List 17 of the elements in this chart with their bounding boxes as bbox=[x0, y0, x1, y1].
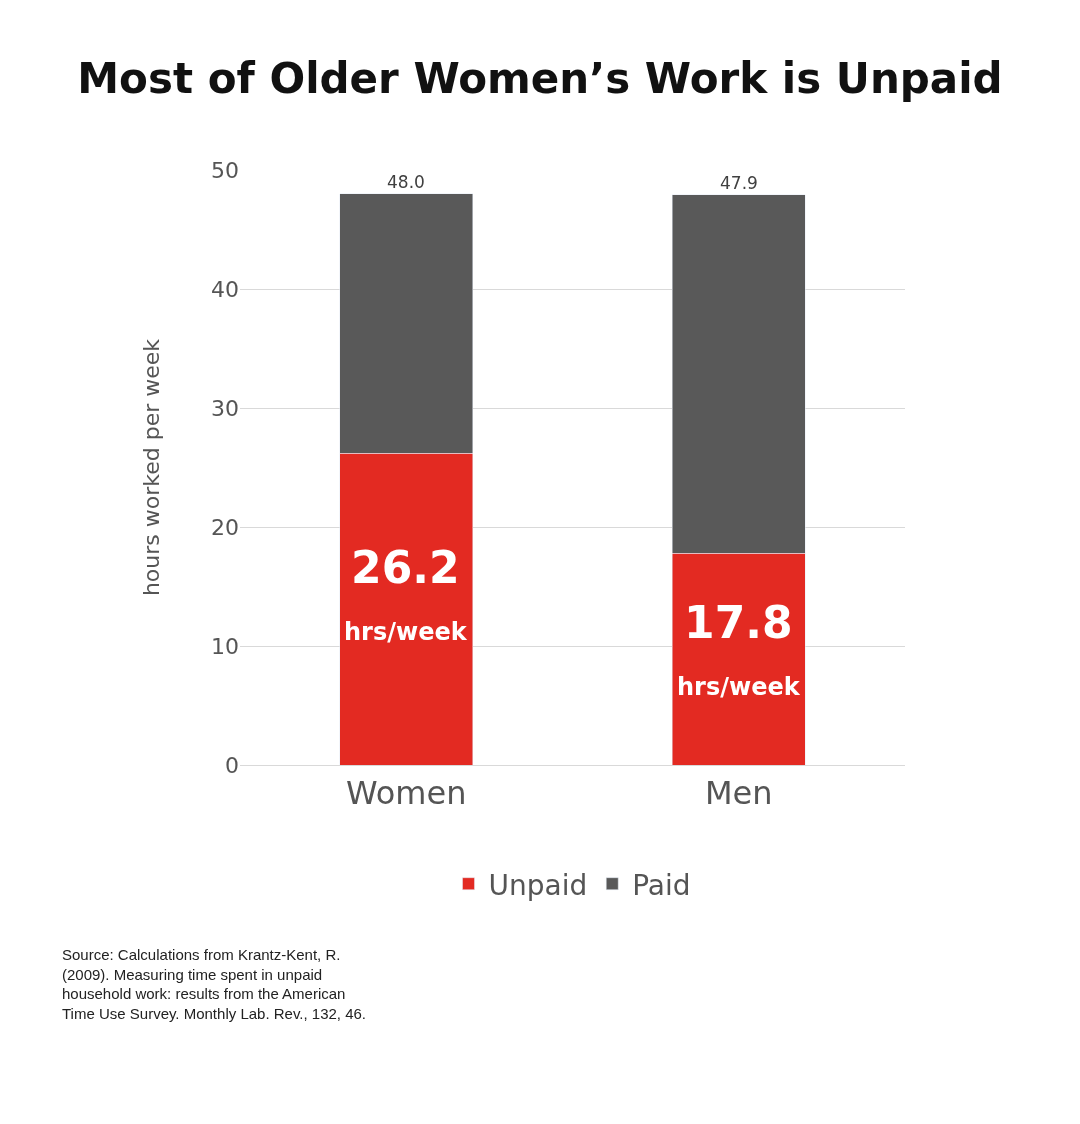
source-note: Source: Calculations from Krantz-Kent, R. (2009). Measuring time spent in unpaid household work: results from the American Time Use Survey. Monthly Lab. Rev., 132, 46. bbox=[62, 946, 367, 1022]
y-tick-label: 40 bbox=[211, 276, 239, 302]
data-label: 17.8 hrs/week bbox=[677, 597, 801, 702]
y-tick-label: 20 bbox=[211, 514, 239, 540]
total-label: 47.9 bbox=[720, 173, 758, 193]
y-tick-label: 0 bbox=[225, 752, 239, 778]
y-tick-label: 10 bbox=[211, 633, 239, 659]
y-tick-label: 30 bbox=[211, 395, 239, 421]
legend-label: Unpaid bbox=[488, 868, 588, 902]
total-label: 48.0 bbox=[387, 172, 425, 192]
y-axis-title: hours worked per week bbox=[138, 338, 164, 597]
legend-label: Paid bbox=[632, 868, 691, 902]
chart-title: Most of Older Women’s Work is Unpaid bbox=[77, 54, 1003, 104]
data-label: 26.2 hrs/week bbox=[344, 542, 468, 647]
x-tick-label: Men bbox=[704, 774, 773, 813]
y-tick-label: 50 bbox=[211, 157, 239, 183]
x-tick-label: Women bbox=[346, 774, 467, 813]
